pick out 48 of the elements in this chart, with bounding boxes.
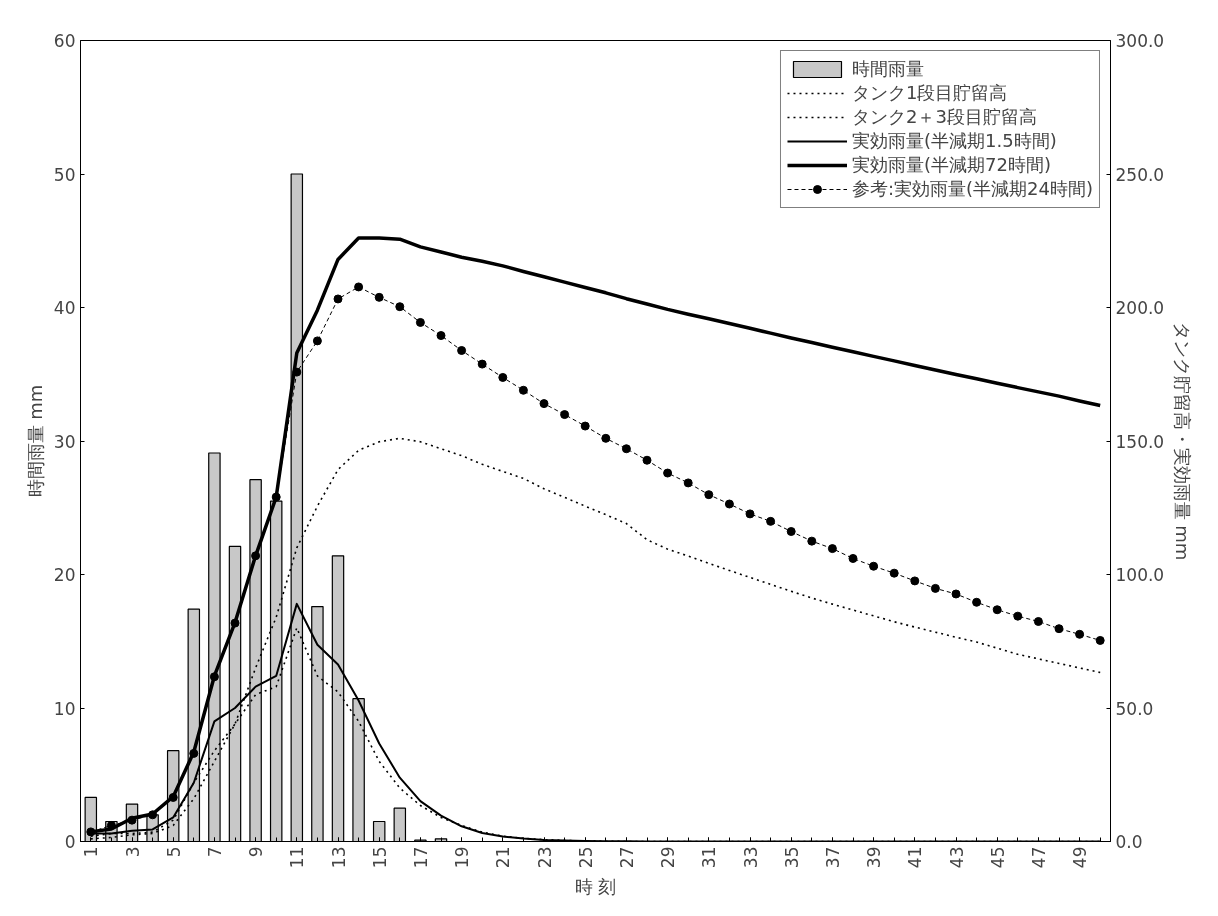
y2-tick-label: 100.0 (1115, 565, 1165, 585)
x-tick-label: 11 (287, 846, 308, 869)
x-tick-label: 13 (328, 846, 349, 869)
x-tick-label: 43 (946, 846, 967, 869)
legend-label: タンク2＋3段目貯留高 (851, 105, 1037, 129)
x-tick-label: 17 (410, 846, 431, 869)
x-tick-label: 41 (905, 846, 926, 869)
y-tick-label: 10 (53, 698, 76, 719)
y2-tick-label: 300.0 (1115, 31, 1165, 51)
y2-axis-title: タンク貯留高・実効雨量 mm (1172, 321, 1194, 561)
x-tick-label: 7 (204, 846, 225, 858)
x-tick-label: 35 (781, 846, 802, 869)
x-tick-label: 25 (575, 846, 596, 869)
x-axis-title: 時 刻 (574, 876, 617, 898)
y-tick-label: 60 (53, 31, 76, 51)
y2-tick-label: 50.0 (1115, 698, 1154, 719)
legend-label: 実効雨量(半減期72時間) (851, 153, 1051, 177)
y2-tick-label: 250.0 (1115, 164, 1165, 185)
x-tick-label: 19 (452, 846, 473, 869)
y-tick-label: 20 (53, 565, 76, 585)
x-tick-label: 15 (369, 846, 390, 869)
legend-label: 参考:実効雨量(半減期24時間) (851, 177, 1093, 201)
x-tick-label: 5 (163, 846, 184, 858)
y2-tick-label: 200.0 (1115, 298, 1165, 318)
x-tick-label: 47 (1028, 846, 1049, 869)
y-axis-title: 時間雨量 mm (24, 384, 46, 498)
x-tick-label: 1 (81, 846, 102, 858)
x-tick-label: 45 (987, 846, 1008, 869)
x-tick-label: 31 (699, 846, 720, 869)
x-tick-label: 9 (246, 846, 267, 858)
legend-label: タンク1段目貯留高 (851, 81, 1008, 105)
y-tick-label: 0 (64, 832, 76, 852)
x-tick-label: 27 (616, 846, 637, 869)
x-tick-label: 33 (740, 846, 761, 869)
x-tick-label: 29 (658, 846, 679, 869)
x-tick-label: 23 (534, 846, 555, 869)
x-tick-label: 37 (822, 846, 843, 869)
x-tick-label: 39 (864, 846, 885, 869)
x-tick-label: 49 (1070, 846, 1091, 869)
legend-label: 実効雨量(半減期1.5時間) (851, 129, 1057, 153)
y2-tick-label: 150.0 (1115, 431, 1165, 452)
y-tick-label: 40 (53, 298, 76, 318)
y2-tick-label: 0.0 (1115, 832, 1143, 852)
legend-label: 時間雨量 (851, 57, 924, 81)
y-tick-label: 30 (53, 431, 76, 452)
y-tick-label: 50 (53, 164, 76, 185)
x-tick-label: 21 (493, 846, 514, 869)
x-tick-label: 3 (122, 846, 143, 858)
